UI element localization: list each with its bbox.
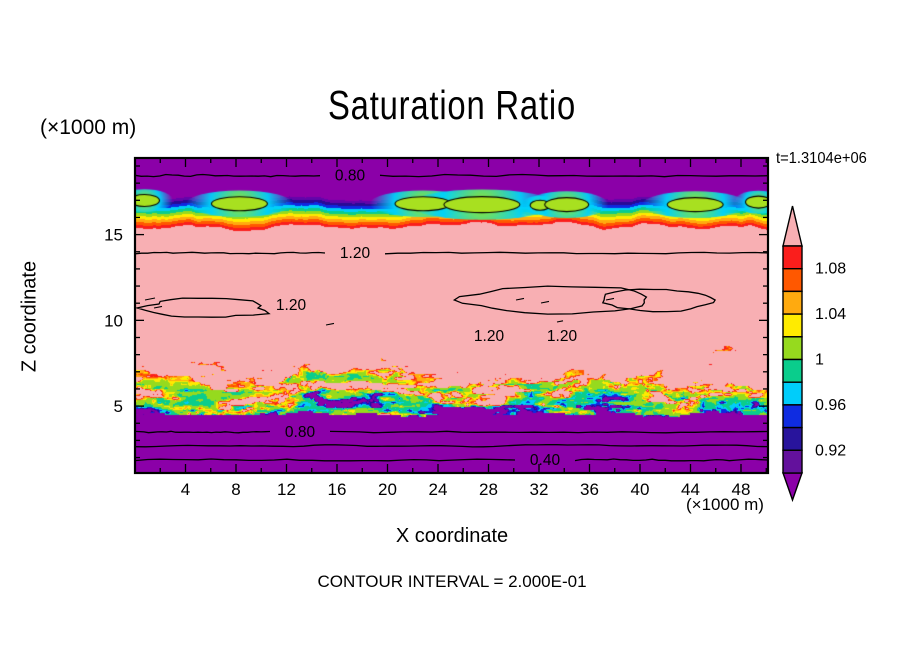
svg-text:32: 32: [530, 480, 549, 499]
svg-text:10: 10: [104, 311, 123, 330]
svg-text:28: 28: [479, 480, 498, 499]
svg-text:1.20: 1.20: [340, 245, 371, 262]
svg-text:1.20: 1.20: [474, 328, 505, 345]
svg-text:0.92: 0.92: [815, 442, 846, 459]
svg-text:5: 5: [114, 397, 123, 416]
svg-text:24: 24: [429, 480, 448, 499]
svg-text:4: 4: [181, 480, 190, 499]
svg-text:36: 36: [580, 480, 599, 499]
svg-text:16: 16: [328, 480, 347, 499]
svg-text:0.80: 0.80: [335, 168, 366, 185]
svg-text:15: 15: [104, 226, 123, 245]
svg-text:0.96: 0.96: [815, 397, 846, 414]
svg-text:20: 20: [378, 480, 397, 499]
svg-text:1: 1: [815, 352, 824, 369]
svg-text:1.08: 1.08: [815, 261, 846, 278]
svg-text:1.20: 1.20: [547, 328, 578, 345]
svg-text:12: 12: [277, 480, 296, 499]
svg-text:1.20: 1.20: [276, 297, 307, 314]
svg-text:8: 8: [231, 480, 240, 499]
svg-text:40: 40: [631, 480, 650, 499]
svg-text:0.40: 0.40: [530, 452, 561, 469]
svg-text:0.80: 0.80: [285, 424, 316, 441]
svg-text:1.04: 1.04: [815, 306, 846, 323]
